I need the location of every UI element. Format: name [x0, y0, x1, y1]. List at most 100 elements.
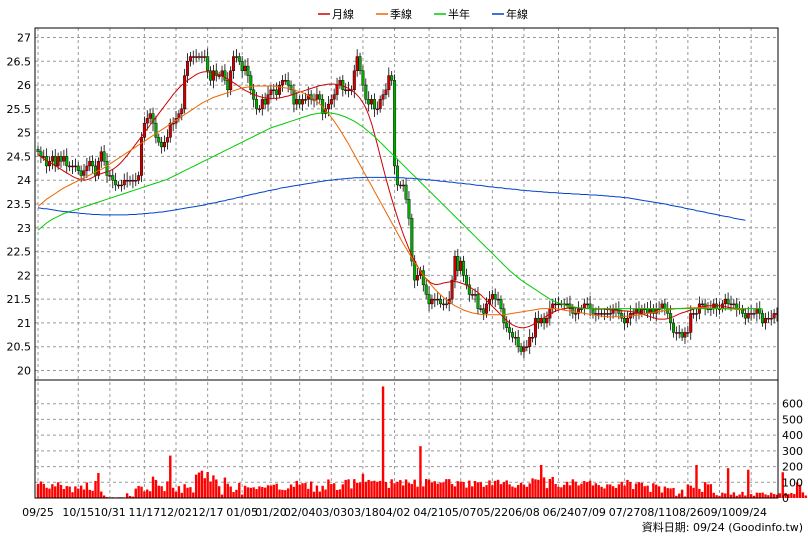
volume-bar: [465, 487, 468, 498]
candlestick: [105, 153, 109, 183]
candle-body: [283, 80, 287, 82]
candlestick: [131, 174, 135, 189]
candle-body: [341, 80, 345, 91]
volume-bar: [54, 486, 57, 498]
candlestick: [318, 90, 322, 104]
candle-body: [36, 149, 40, 152]
candlestick: [715, 297, 719, 317]
candlestick: [758, 301, 762, 320]
candlestick: [329, 94, 333, 110]
candle-body: [326, 103, 330, 110]
candle-body: [372, 99, 376, 110]
candlestick: [470, 289, 474, 300]
volume-bar: [479, 482, 483, 498]
candlestick: [467, 276, 471, 302]
candle-body: [272, 89, 276, 92]
candle-body: [556, 303, 560, 306]
volume-bar: [540, 465, 543, 498]
volume-bar: [160, 486, 163, 498]
volume-bar: [229, 486, 232, 498]
candle-body: [654, 308, 658, 314]
candlestick: [191, 50, 195, 65]
candle-body: [608, 313, 612, 315]
candle-body: [226, 80, 230, 91]
candle-body: [427, 294, 431, 305]
volume-bar: [563, 484, 566, 498]
candle-body: [85, 165, 89, 171]
volume-bar: [804, 495, 807, 498]
candle-body: [390, 75, 394, 81]
volume-bar: [341, 484, 345, 498]
candle-body: [65, 156, 69, 167]
volume-bar: [557, 486, 560, 498]
candle-body: [278, 84, 282, 95]
volume-bar: [335, 489, 339, 498]
candle-body: [496, 298, 500, 301]
candle-body: [749, 313, 753, 315]
candle-body: [692, 313, 696, 315]
candle-body: [398, 184, 402, 187]
volume-bar: [422, 486, 425, 498]
candlestick: [680, 328, 684, 341]
candlestick: [344, 83, 348, 95]
candle-body: [755, 308, 759, 314]
candle-body: [318, 94, 322, 100]
candle-body: [574, 313, 578, 315]
candlestick: [585, 297, 589, 309]
volume-bar: [102, 495, 106, 498]
candle-body: [467, 284, 471, 295]
volume-bar: [347, 479, 350, 498]
candle-body: [160, 141, 164, 148]
candle-body: [42, 156, 46, 158]
volume-bar: [729, 494, 733, 498]
candlestick: [206, 48, 210, 79]
candlestick: [108, 170, 112, 181]
candle-body: [591, 308, 595, 314]
candle-body: [186, 61, 190, 76]
volume-bar: [726, 468, 730, 498]
candle-body: [306, 94, 310, 100]
candle-body: [577, 308, 581, 314]
candlestick: [355, 49, 359, 77]
volume-bar: [663, 486, 667, 498]
candle-body: [597, 313, 601, 315]
candle-body: [620, 313, 624, 319]
candlestick: [671, 318, 675, 338]
price-tick-label-9: 22.5: [7, 246, 32, 259]
candle-body: [772, 313, 776, 319]
candle-body: [513, 336, 517, 339]
volume-series: [36, 386, 807, 498]
candle-body: [404, 184, 408, 200]
candle-body: [375, 108, 379, 111]
candle-body: [217, 75, 221, 77]
candle-body: [565, 303, 569, 306]
volume-bar: [749, 494, 753, 498]
candle-body: [102, 151, 106, 162]
volume-bar: [505, 480, 508, 498]
volume-bar: [209, 481, 212, 498]
candle-body: [203, 56, 207, 58]
volume-tick-label-1: 500: [782, 413, 803, 426]
candle-body: [743, 313, 747, 319]
volume-bar: [65, 486, 68, 498]
candle-body: [289, 84, 293, 91]
ma-line-2: [37, 112, 763, 310]
volume-bar: [289, 484, 293, 498]
candlestick: [640, 304, 644, 318]
candlestick: [602, 308, 606, 321]
volume-bar: [588, 480, 592, 498]
candle-body: [257, 108, 261, 111]
candlestick: [102, 145, 106, 166]
candlestick: [59, 151, 63, 168]
price-tick-label-3: 25.5: [7, 103, 32, 116]
volume-bar: [82, 489, 86, 498]
candlestick: [738, 301, 742, 315]
candlestick: [424, 278, 428, 299]
candlestick: [390, 71, 394, 86]
volume-bar: [350, 488, 353, 498]
candlestick: [36, 145, 40, 156]
volume-bar: [660, 492, 664, 498]
price-tick-label-1: 26.5: [7, 55, 32, 68]
candle-body: [479, 308, 483, 310]
volume-bar: [491, 485, 494, 498]
